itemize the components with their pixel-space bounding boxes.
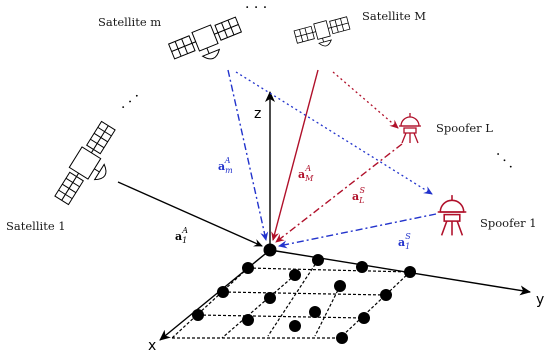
vector-satM-to-spooferL xyxy=(332,71,399,129)
antenna-element-dot xyxy=(192,309,204,321)
ellipsis-right: · · · xyxy=(490,147,517,174)
antenna-array-grid xyxy=(171,243,416,344)
vector-satm-to-spoofer1 xyxy=(235,71,433,195)
antenna-element-dot xyxy=(334,280,346,292)
vector-spooferL xyxy=(275,143,403,243)
spoofer-antenna-icon xyxy=(399,113,421,144)
antenna-element-dot xyxy=(358,312,370,324)
antenna-element-dot xyxy=(312,254,324,266)
x-axis xyxy=(159,249,271,341)
spoofer-antenna-icon xyxy=(437,195,467,236)
label-a1S: a1S xyxy=(398,232,411,251)
vector-labels: a1A amA aMA aLS a1S xyxy=(175,156,411,251)
vector-sat-m xyxy=(227,69,269,241)
ellipsis-top: · · · xyxy=(245,0,267,16)
antenna-element-dot xyxy=(242,314,254,326)
y-axis xyxy=(269,249,531,296)
label-aMA: aMA xyxy=(298,164,314,183)
ellipsis-left: · · · xyxy=(117,89,144,116)
satellite-icon xyxy=(54,120,116,206)
antenna-element-dot xyxy=(289,320,301,332)
label-amA: amA xyxy=(218,156,233,175)
grid-lines xyxy=(171,259,411,339)
antenna-element-dot xyxy=(264,292,276,304)
satellite-icon xyxy=(167,16,243,60)
satellite-M-label: Satellite M xyxy=(362,9,426,23)
satellite-1-label: Satellite 1 xyxy=(6,219,66,233)
antenna-element-dot xyxy=(336,332,348,344)
spoofer-1-label: Spoofer 1 xyxy=(480,216,537,230)
z-axis-label: z xyxy=(254,106,261,122)
x-axis-label: x xyxy=(148,338,156,352)
antenna-element-dot xyxy=(356,261,368,273)
satellite-m-label: Satellite m xyxy=(98,15,161,29)
vector-sat1 xyxy=(117,181,263,247)
signal-vectors xyxy=(117,69,437,249)
antenna-element-dot xyxy=(380,289,392,301)
coordinate-axes: z y x xyxy=(148,91,544,352)
antenna-element-dot xyxy=(289,269,301,281)
vector-sat-M xyxy=(271,69,319,241)
vector-spoofer1 xyxy=(278,213,437,249)
antenna-element-dot xyxy=(217,286,229,298)
label-aLS: aLS xyxy=(352,186,365,205)
y-axis-label: y xyxy=(536,292,544,308)
antenna-element-dot xyxy=(309,306,321,318)
label-a1A: a1A xyxy=(175,226,188,245)
satellite-icon xyxy=(293,16,351,47)
spoofer-L-label: Spoofer L xyxy=(436,121,493,135)
